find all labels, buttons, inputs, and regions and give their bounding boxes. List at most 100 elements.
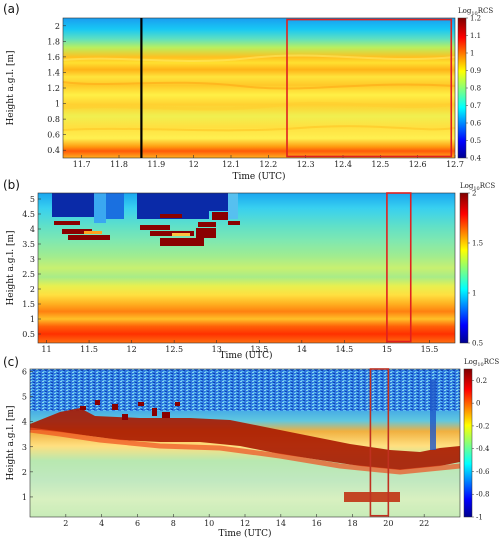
x-tick-label: 12.1 — [222, 160, 240, 169]
x-tick-label: 14 — [276, 519, 286, 528]
y-tick-label: 1.6 — [47, 53, 60, 62]
x-tick-label: 11.9 — [147, 160, 165, 169]
x-tick-label: 11.5 — [80, 345, 98, 354]
x-tick-label: 14 — [297, 345, 307, 354]
panel-c-noise-region — [30, 369, 460, 411]
panel-c-colorbar-ticks: 0.2 0 -0.2 -0.4 -0.6 -0.8 -1 — [472, 377, 490, 522]
y-tick-label: 4 — [22, 418, 27, 427]
x-tick-label: 22 — [419, 519, 429, 528]
x-tick-label: 12.6 — [409, 160, 427, 169]
y-tick-label: 3.5 — [22, 240, 35, 249]
colorbar-tick-label: 0.5 — [472, 340, 483, 348]
panel-b-label: (b) — [3, 178, 20, 192]
panel-c-layer-edge — [29, 427, 461, 475]
colorbar-tick-label: 0.8 — [470, 85, 481, 93]
y-tick-label: 1 — [22, 493, 27, 502]
x-tick-label: 8 — [171, 519, 176, 528]
colorbar-tick-label: 0.4 — [470, 155, 482, 163]
panel-a-colorbar — [457, 17, 467, 159]
panel-a-colorbar-title-sub: 10 — [471, 11, 477, 17]
panel-c-colorbar-title-sub: 10 — [477, 362, 483, 368]
panel-b-colorbar — [459, 192, 469, 344]
panel-a-wave-3 — [62, 101, 456, 111]
panel-c-cloud-blobs — [80, 400, 180, 420]
x-tick-label: 16 — [312, 519, 322, 528]
y-tick-label: 5 — [22, 393, 27, 402]
colorbar-tick-label: 1 — [472, 290, 476, 298]
panel-a-annotations — [140, 18, 453, 158]
colorbar-tick-label: 0.7 — [470, 102, 481, 110]
panel-c-colorbar — [463, 368, 473, 518]
y-tick-label: 1 — [55, 100, 60, 109]
panel-a-wave-2 — [62, 81, 456, 90]
panel-b-colorbar-title-sub: 10 — [473, 186, 479, 192]
panel-a-ylabel: Height a.g.l. [m] — [6, 50, 16, 125]
panel-a-colorbar-title-rest: RCS — [478, 7, 494, 15]
colorbar-tick-label: 0.5 — [470, 137, 481, 145]
panel-a-wave-4 — [62, 125, 456, 132]
panel-b-colorbar-title-rest: RCS — [480, 182, 496, 190]
x-tick-label: 2 — [63, 519, 68, 528]
x-tick-label: 12.7 — [446, 160, 464, 169]
panel-a-colorbar-ticks: 1.2 1.1 1 0.9 0.8 0.7 0.6 0.5 0.4 — [466, 15, 482, 163]
colorbar-tick-label: -0.6 — [476, 468, 490, 476]
y-tick-label: 5 — [30, 195, 35, 204]
x-tick-label: 12 — [240, 519, 250, 528]
panel-a-wave-1 — [62, 54, 456, 63]
colorbar-tick-label: 0.2 — [476, 377, 487, 385]
colorbar-tick-label: -1 — [476, 514, 483, 522]
panel-c-colorbar-title: Log10RCS — [464, 358, 499, 368]
panel-a-axes: 11.7 11.8 11.9 12 12.1 12.2 12.3 12.4 12.5 12.6 12… — [47, 22, 464, 169]
x-tick-label: 12 — [127, 345, 137, 354]
panel-a: (a) 11.7 11.8 11.9 12 12.1 12.2 12.3 12.4 12.5 12… — [3, 2, 493, 182]
x-tick-label: 13.5 — [250, 345, 268, 354]
y-tick-label: 3 — [30, 255, 35, 264]
x-tick-label: 12.5 — [371, 160, 389, 169]
colorbar-tick-label: 1.2 — [470, 15, 481, 23]
y-tick-label: 1 — [30, 315, 35, 324]
panel-c-layer-band — [30, 408, 460, 470]
colorbar-tick-label: 2 — [472, 190, 476, 198]
x-tick-label: 12.5 — [165, 345, 183, 354]
y-tick-label: 0.4 — [47, 146, 60, 155]
panel-a-xlabel: Time (UTC) — [232, 171, 285, 182]
y-tick-label: 1.4 — [47, 68, 60, 77]
y-tick-label: 4.5 — [22, 210, 35, 219]
colorbar-tick-label: -0.8 — [476, 491, 490, 499]
y-tick-label: 6 — [22, 368, 27, 377]
panel-c-colorbar-title-base: Log — [464, 358, 478, 366]
y-tick-label: 0.6 — [47, 131, 60, 140]
colorbar-tick-label: 1.1 — [470, 32, 481, 40]
panel-b-cloud-region — [52, 193, 240, 246]
x-tick-label: 6 — [135, 519, 140, 528]
colorbar-tick-label: 1.5 — [472, 240, 483, 248]
y-tick-label: 0.5 — [22, 330, 35, 339]
annotation-rectangle — [286, 18, 453, 158]
panel-c-lower-aerosol — [344, 492, 400, 502]
panel-b: (b) 11 11.5 12 12.5 1 3 13.5 14 14.5 15 1 — [3, 178, 495, 361]
panel-a-label: (a) — [3, 2, 20, 16]
colorbar-tick-label: 0.9 — [470, 67, 481, 75]
x-tick-label: 15.5 — [421, 345, 439, 354]
y-tick-label: 3 — [22, 443, 27, 452]
x-tick-label: 12 — [189, 160, 199, 169]
y-tick-label: 2 — [55, 22, 60, 31]
colorbar-tick-label: 0.6 — [470, 120, 482, 128]
panel-b-ylabel: Height a.g.l. [m] — [6, 230, 16, 305]
panel-b-frame — [37, 192, 456, 344]
x-tick-label: 14.5 — [335, 345, 353, 354]
x-tick-label: 11 — [41, 345, 51, 354]
x-tick-label: 11.7 — [73, 160, 91, 169]
y-tick-label: 2.5 — [22, 270, 35, 279]
panel-b-colorbar-ticks: 2 1.5 1 0.5 — [468, 190, 483, 348]
panel-c-colorbar-title-rest: RCS — [484, 358, 500, 366]
colorbar-tick-label: -0.4 — [476, 445, 490, 453]
y-tick-label: 0.8 — [47, 115, 60, 124]
x-tick-label: 20 — [383, 519, 393, 528]
x-tick-label: 15 — [382, 345, 392, 354]
panel-c-annotations — [369, 368, 390, 517]
x-tick-label: 10 — [204, 519, 214, 528]
panel-b-colorbar-title: Log10RCS — [460, 182, 495, 192]
x-tick-label: 12.3 — [297, 160, 315, 169]
